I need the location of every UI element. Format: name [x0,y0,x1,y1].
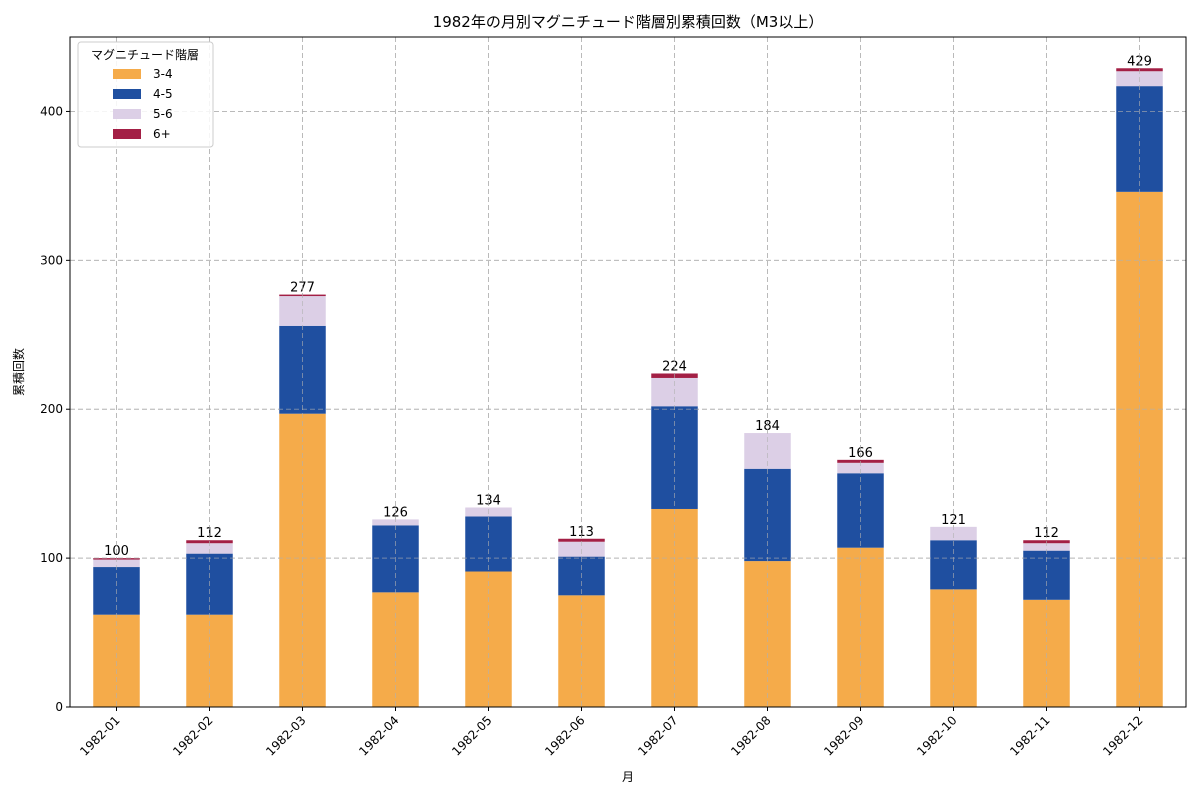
y-tick-label: 200 [40,402,63,416]
legend-title: マグニチュード階層 [91,47,199,62]
bar-segment-4-5 [744,468,791,562]
legend-label: 3-4 [153,67,173,81]
legend-swatch [113,69,141,79]
legend-swatch [113,109,141,119]
x-tick-label: 1982-03 [263,713,308,758]
y-tick-label: 0 [55,700,63,714]
bar-segment-5-6 [837,462,884,474]
plot-frame [69,36,1187,708]
legend-label: 5-6 [153,107,173,121]
bar-segment-3-4 [558,595,605,707]
legend-swatch [113,129,141,139]
x-tick-label: 1982-09 [821,713,866,758]
bar-segment-6+ [558,538,605,542]
total-label: 113 [569,525,594,540]
bar-segment-5-6 [186,543,233,554]
y-tick-label: 100 [40,551,63,565]
x-tick-label: 1982-01 [77,713,122,758]
bar-segment-5-6 [1023,543,1070,551]
bar-segment-5-6 [372,519,419,526]
bar-segment-5-6 [93,559,140,568]
bar-segment-3-4 [837,547,884,707]
y-tick-label: 300 [40,253,63,267]
x-tick-label: 1982-10 [914,713,959,758]
x-tick-label: 1982-06 [542,713,587,758]
x-tick-label: 1982-08 [728,713,773,758]
y-axis-label: 累積回数 [11,348,26,396]
legend-swatch [113,89,141,99]
legend-label: 6+ [153,127,171,141]
x-tick-label: 1982-05 [449,713,494,758]
x-tick-label: 1982-07 [635,713,680,758]
total-label: 184 [755,419,780,434]
chart-title: 1982年の月別マグニチュード階層別累積回数（M3以上） [433,13,824,31]
x-tick-label: 1982-04 [356,713,401,758]
x-tick-label: 1982-12 [1100,713,1145,758]
x-tick-label: 1982-11 [1007,713,1052,758]
legend-box [77,41,214,148]
total-label: 134 [476,493,501,508]
x-axis-label: 月 [622,770,634,784]
legend-label: 4-5 [153,87,173,101]
y-tick-label: 400 [40,104,63,118]
x-tick-label: 1982-02 [170,713,215,758]
